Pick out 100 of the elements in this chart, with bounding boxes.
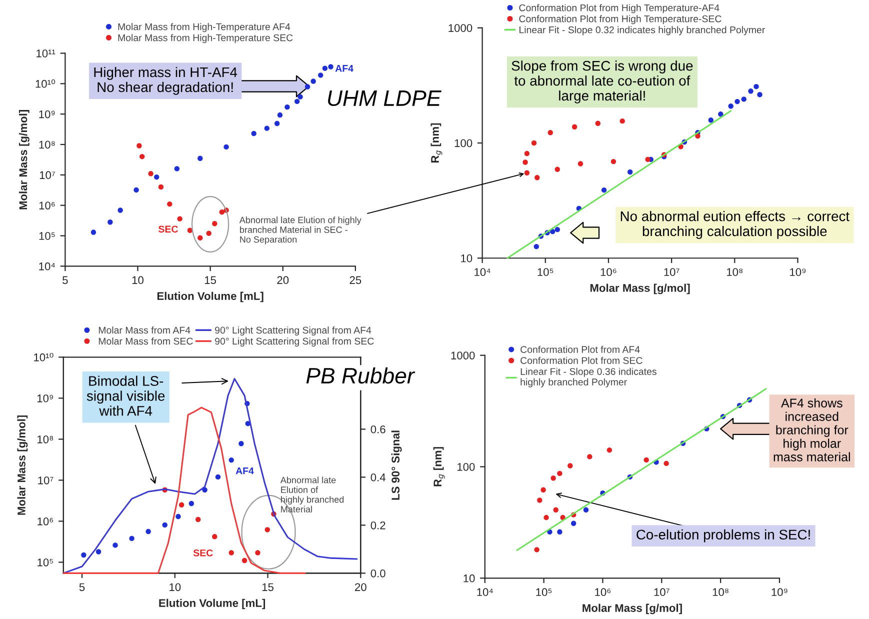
legend-label: Conformation Plot from High Temperature-AF4 [519,4,720,14]
x-tick-label: 5 [62,276,68,284]
x-tick-label: 10⁷ [664,268,680,276]
x-axis-title: Elution Volume [mL] [159,598,266,610]
y-tick-label: 10⁵ [39,232,55,240]
point [178,502,184,508]
y-tick-label: 10⁶ [39,202,55,210]
point [219,209,225,215]
legend-label: 90° Light Scattering Signal from AF4 [215,326,372,336]
x-tick-label: 10⁸ [726,268,743,276]
point [274,120,280,126]
x-tick-label: 15 [204,276,216,284]
annotation: Slope from SEC is wrong due to abnormal late co-eution of large material! [512,60,693,104]
annotation: SEC [193,549,213,556]
x-axis-title: Molar Mass [g/mol] [582,604,682,614]
point [277,112,283,118]
x-tick-label: 10⁸ [712,588,728,596]
point [174,166,180,172]
x-tick-label: 10 [170,583,181,592]
point [188,500,194,506]
y-tick-label: 10⁸ [38,435,54,444]
annotation: Abnormal late Elution of highly branched Material [280,476,344,512]
point [328,64,334,70]
point [198,235,203,240]
annotation: Higher mass in HT-AF4 No shear degradation! [94,66,238,95]
point [251,130,256,136]
point [224,144,229,150]
point [284,104,290,110]
point [304,84,310,90]
point [177,216,182,222]
annotation: AF4 [335,65,354,72]
x-tick-label: 15 [262,583,274,592]
y-tick-label: 10⁴ [39,262,55,270]
annotation: Abnormal late Elution of highly branched Material in SEC - No Separation [239,216,362,244]
y-tick-label: 10¹¹ [36,50,56,58]
y2-tick-label: 0.2 [370,521,386,530]
point [158,184,164,190]
legend-label: Molar Mass from SEC [98,337,193,345]
point [294,98,300,104]
point [228,550,234,556]
y-tick-label: 10⁶ [38,517,54,526]
annotation: No abnormal eution effects → correct branching calculation possible [620,211,850,239]
point [134,187,139,193]
x-tick-label: 10⁹ [772,588,788,596]
point [139,154,145,160]
annotation: AF4 shows increased branching for high molar mass material [774,398,850,462]
annotation: AF4 [236,467,254,474]
point [298,94,303,100]
legend-label: Molar Mass from High-Temperature AF4 [118,23,290,32]
point [167,201,172,207]
legend-label: Molar Mass from High-Temperature SEC [118,34,293,44]
y-tick-label: 10⁸ [39,140,55,149]
y-axis-title: Molar Mass [g/mol] [17,415,28,515]
legend-label: Conformation Plot from High Temperature-SEC [519,15,722,24]
x-tick-label: 10⁹ [790,268,806,276]
point [108,220,113,225]
annotation: SEC [158,226,178,233]
y-tick-label: 10⁷ [38,476,54,484]
y-axis-title: R$_{g}$ [nm] [433,447,445,486]
y-tick-label: 10¹⁰ [36,79,56,88]
y-tick-label: 10 [461,254,472,262]
x-tick-label: 10⁴ [474,268,490,276]
x-tick-label: 10⁶ [595,588,611,596]
point [198,156,203,161]
y-tick-label: 100 [457,462,475,471]
legend-label: Molar Mass from AF4 [98,326,190,334]
x-axis-title: Elution Volume [mL] [157,292,264,302]
y-axis-title: Molar Mass [g/mol] [18,110,30,210]
y2-tick-label: 0.4 [370,473,386,482]
point [310,78,316,84]
point [206,230,212,236]
legend-label: 90° Light Scattering Signal from SEC [215,337,374,347]
point [146,528,151,534]
point [129,536,134,542]
point [238,441,244,446]
x-tick-label: 10⁴ [477,588,493,596]
point [187,228,193,233]
x-tick-label: 5 [79,583,85,592]
y-tick-label: 10⁷ [40,171,56,180]
legend-label: Conformation Plot from AF4 [520,346,640,353]
legend-label: Linear Fit - Slope 0.32 indicates highly branched Polymer [520,26,765,36]
y-tick-label: 100 [454,139,472,148]
point [212,534,218,540]
point [90,230,96,235]
point [162,522,168,528]
y2-tick-label: 0.0 [370,569,386,578]
point [242,558,248,564]
point [255,550,260,556]
x-axis-title: Molar Mass [g/mol] [590,284,690,294]
point [81,552,86,558]
y-tick-label: 1000 [451,352,475,360]
x-tick-label: 25 [350,276,362,284]
annotation: Bimodal LS- signal visible with AF4 [86,376,165,416]
point [264,126,270,131]
y2-axis-title: LS 90° Signal [391,430,402,500]
x-tick-label: 20 [277,276,289,284]
x-tick-label: 10⁷ [654,588,670,596]
point [148,171,154,176]
y2-tick-label: 0.6 [370,425,386,434]
point [212,221,218,226]
